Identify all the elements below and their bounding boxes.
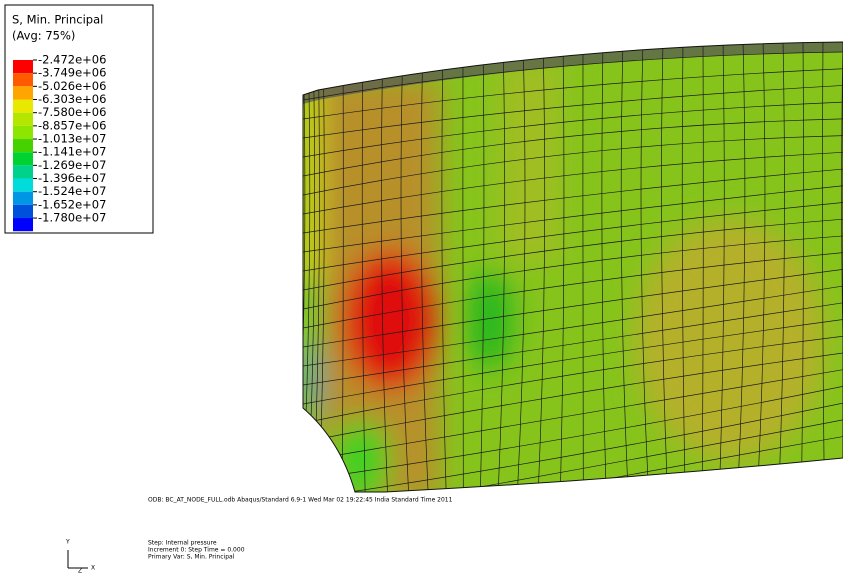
legend-level: -6.303e+06: [38, 92, 106, 106]
primary-var: Primary Var: S, Min. Principal: [148, 554, 235, 561]
legend-swatch: [13, 60, 33, 73]
legend-swatch: [13, 165, 33, 178]
triad-z: Z: [78, 568, 82, 575]
legend-swatch: [13, 139, 33, 152]
legend-level: -5.026e+06: [38, 79, 106, 93]
viewport: S, Min. Principal (Avg: 75%) -2.472e+06-…: [0, 0, 843, 577]
legend-swatch: [13, 179, 33, 192]
legend-level: -7.580e+06: [38, 105, 106, 119]
legend-swatch: [13, 192, 33, 205]
legend-swatch: [13, 205, 33, 218]
legend-level: -8.857e+06: [38, 118, 106, 132]
legend-subtitle: (Avg: 75%): [12, 29, 75, 43]
legend-level: -1.652e+07: [38, 197, 106, 211]
legend-swatch: [13, 113, 33, 126]
legend-swatch: [13, 86, 33, 99]
legend-level: -1.141e+07: [38, 145, 106, 159]
legend-swatch: [13, 126, 33, 139]
legend-level: -1.396e+07: [38, 171, 106, 185]
legend-level: -1.780e+07: [38, 211, 106, 225]
triad-x: X: [91, 565, 95, 572]
triad-y: Y: [65, 539, 70, 546]
step-info: Step: Internal pressure: [148, 540, 217, 547]
increment-info: Increment 0: Step Time = 0.000: [148, 547, 245, 554]
legend-swatch: [13, 218, 33, 231]
legend-level: -1.524e+07: [38, 184, 106, 198]
legend-level: -1.013e+07: [38, 132, 106, 146]
legend-swatch: [13, 73, 33, 86]
legend-title: S, Min. Principal: [12, 13, 103, 27]
legend-level: -3.749e+06: [38, 66, 106, 80]
triad: Y X Z: [65, 539, 95, 575]
odb-info: ODB: BC_AT_NODE_FULL.odb Abaqus/Standard…: [148, 497, 453, 504]
legend-swatch: [13, 100, 33, 113]
legend: S, Min. Principal (Avg: 75%) -2.472e+06-…: [5, 5, 153, 233]
legend-level: -1.269e+07: [38, 158, 106, 172]
legend-level: -2.472e+06: [38, 53, 106, 67]
fe-model: [297, 40, 843, 537]
legend-swatch: [13, 152, 33, 165]
